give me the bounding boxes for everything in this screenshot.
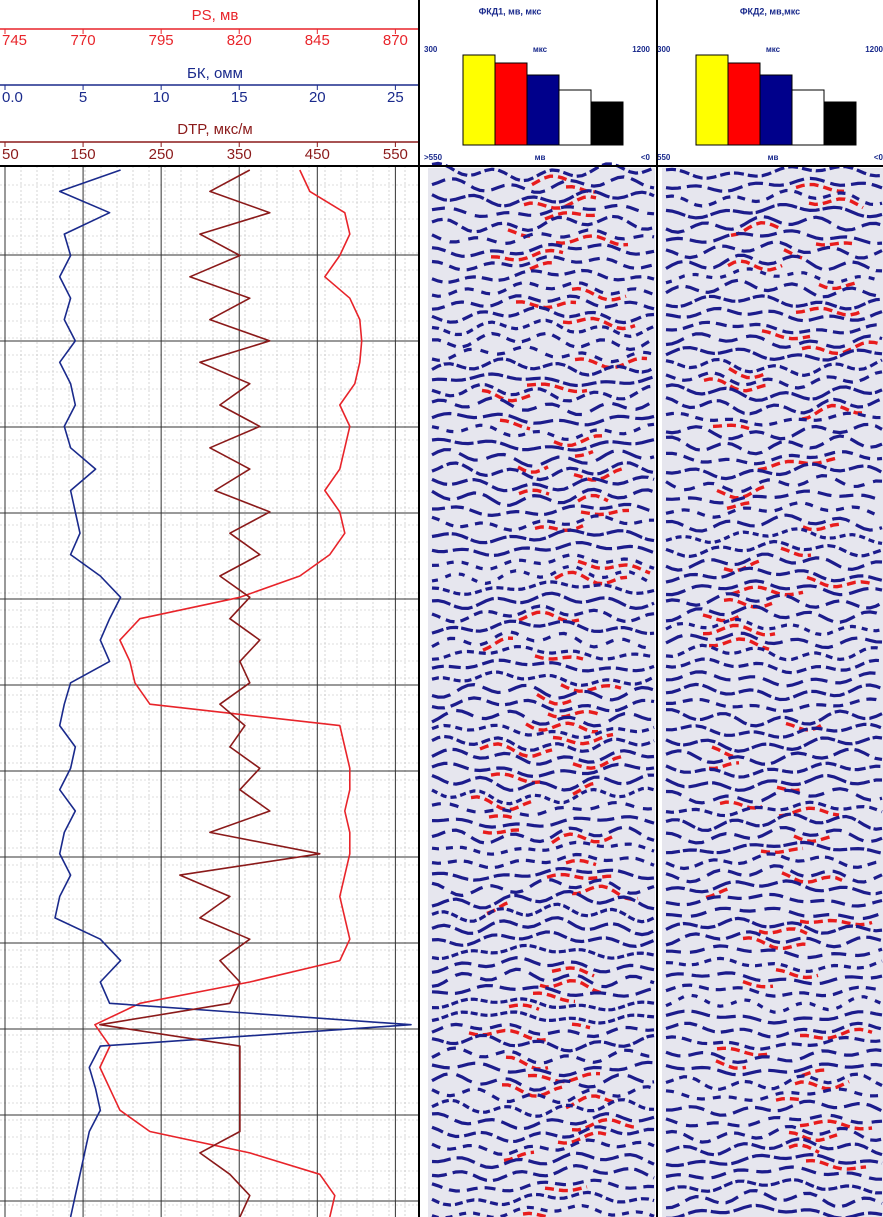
x-tick-label: 0.0 [2, 89, 23, 106]
color-scale-bar [527, 75, 559, 145]
x-tick-label: 50 [2, 146, 19, 163]
axis-title: БК, омм [187, 65, 243, 82]
x-tick-label: 550 [383, 146, 408, 163]
panel-scale: 300 [424, 45, 438, 54]
x-tick-label: 770 [71, 32, 96, 49]
x-tick-label: 350 [227, 146, 252, 163]
x-tick-label: 20 [309, 89, 326, 106]
x-tick-label: 25 [387, 89, 404, 106]
color-scale-bar [495, 63, 527, 145]
x-tick-label: 150 [71, 146, 96, 163]
panel-scale: 550 [657, 153, 671, 162]
x-tick-label: 845 [305, 32, 330, 49]
color-scale-bar [463, 55, 495, 145]
axis-title: PS, мв [192, 7, 239, 24]
x-tick-label: 10 [153, 89, 170, 106]
color-scale-bar [559, 90, 591, 145]
panel-scale: мкс [533, 45, 548, 54]
panel-scale: 1200 [865, 45, 883, 54]
panel-scale: мв [535, 153, 546, 162]
x-tick-label: 745 [2, 32, 27, 49]
panel-scale: >550 [424, 153, 443, 162]
x-tick-label: 795 [149, 32, 174, 49]
axis-title: DTP, мкс/м [177, 121, 252, 138]
seismic-trace [816, 243, 852, 245]
x-tick-label: 15 [231, 89, 248, 106]
panel-scale: 1200 [632, 45, 650, 54]
panel-title: ФКД1, мв, мкс [479, 6, 542, 16]
panel-scale: 300 [657, 45, 671, 54]
color-scale-bar [728, 63, 760, 145]
panel-scale: <0 [874, 153, 883, 162]
x-tick-label: 5 [79, 89, 87, 106]
color-scale-bar [760, 75, 792, 145]
panel-scale: мкс [766, 45, 781, 54]
well-log: PS, мв 745 770 795 820 845 870 БК, омм 0.0 5 10 15 2… [0, 0, 883, 1217]
color-scale-bar [792, 90, 824, 145]
panel-title: ФКД2, мв,мкс [740, 6, 800, 16]
x-tick-label: 450 [305, 146, 330, 163]
x-tick-label: 820 [227, 32, 252, 49]
x-tick-label: 250 [149, 146, 174, 163]
color-scale-bar [591, 102, 623, 145]
color-scale-bar [696, 55, 728, 145]
color-scale-bar [824, 102, 856, 145]
panel-scale: мв [768, 153, 779, 162]
x-tick-label: 870 [383, 32, 408, 49]
panel-scale: <0 [641, 153, 651, 162]
